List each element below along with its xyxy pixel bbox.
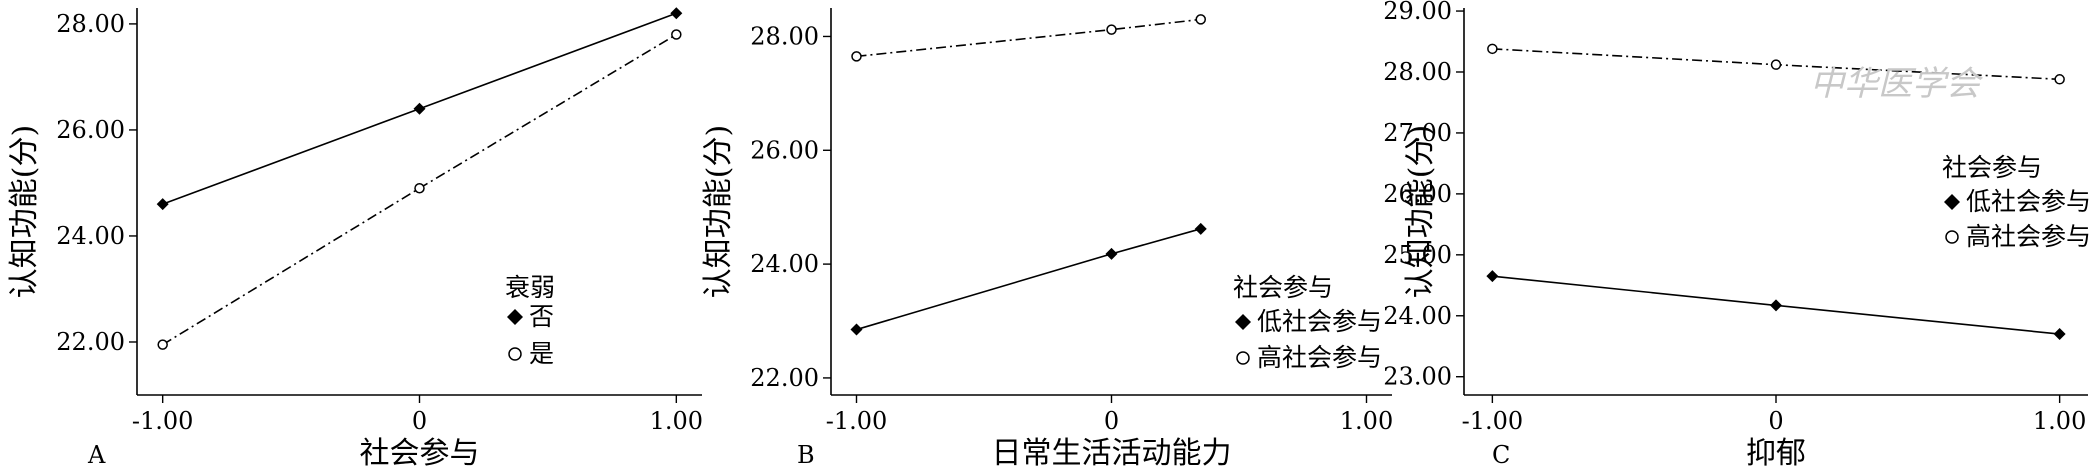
legend-marker bbox=[507, 309, 523, 325]
data-point bbox=[1195, 14, 1206, 25]
y-tick-label: 24.00 bbox=[750, 250, 819, 278]
data-point bbox=[157, 339, 168, 350]
data-point bbox=[156, 198, 169, 211]
legend-marker bbox=[508, 347, 522, 361]
x-tick-label: 1.00 bbox=[650, 407, 703, 435]
y-tick-label: 28.00 bbox=[56, 10, 125, 38]
panel-letter: B bbox=[797, 441, 815, 469]
y-tick-label: 22.00 bbox=[56, 328, 125, 356]
legend-marker bbox=[1945, 230, 1959, 244]
legend-title: 社会参与 bbox=[1942, 153, 2042, 182]
data-point bbox=[671, 29, 682, 40]
y-tick-label: 22.00 bbox=[750, 364, 819, 392]
data-point bbox=[1770, 299, 1782, 312]
panel-b: 22.00 24.00 26.00 28.00 -1.00 0 1.00 日常生活活动能力 认知… bbox=[701, 8, 1393, 471]
legend-entry: 是 bbox=[529, 339, 554, 368]
data-point bbox=[1194, 222, 1207, 235]
y-tick-label: 28.00 bbox=[750, 22, 819, 50]
y-tick-label: 24.00 bbox=[56, 222, 125, 250]
panel-c: 23.00 24.00 25.00 26.00 27.00 28.00 29.00 -1.00… bbox=[1383, 0, 2091, 471]
x-tick-label: -1.00 bbox=[132, 407, 194, 435]
x-tick-label: 1.00 bbox=[2033, 407, 2086, 435]
y-tick-label: 28.00 bbox=[1383, 58, 1452, 86]
x-tick-label: 0 bbox=[1104, 407, 1119, 435]
series-line-2 bbox=[856, 18, 1201, 58]
panel-letter: C bbox=[1492, 441, 1510, 469]
x-axis-title: 社会参与 bbox=[360, 436, 480, 471]
legend-title: 衰弱 bbox=[505, 273, 555, 302]
legend-marker bbox=[1235, 314, 1251, 330]
data-point bbox=[1106, 24, 1117, 35]
legend-entry: 否 bbox=[529, 302, 554, 331]
panel-a: 22.00 24.00 26.00 28.00 -1.00 0 1.00 社会参与 认知功能(分… bbox=[7, 7, 703, 471]
data-point bbox=[413, 102, 426, 115]
y-axis-title: 认知功能(分) bbox=[701, 125, 736, 298]
data-point bbox=[1486, 270, 1499, 283]
y-tick-label: 26.00 bbox=[750, 136, 819, 164]
data-point bbox=[850, 323, 863, 336]
data-point bbox=[1105, 247, 1118, 260]
x-tick-label: 1.00 bbox=[1340, 407, 1393, 435]
data-point bbox=[670, 7, 683, 20]
y-tick-label: 23.00 bbox=[1383, 363, 1452, 391]
x-tick-label: -1.00 bbox=[1462, 407, 1524, 435]
legend-title: 社会参与 bbox=[1233, 273, 1333, 302]
y-tick-label: 29.00 bbox=[1383, 0, 1452, 25]
x-tick-label: 0 bbox=[1768, 407, 1783, 435]
y-tick-label: 25.00 bbox=[1383, 241, 1452, 269]
data-point bbox=[851, 51, 862, 62]
legend-entry: 高社会参与 bbox=[1257, 343, 1382, 372]
x-tick-label: 0 bbox=[412, 407, 427, 435]
legend-entry: 高社会参与 bbox=[1966, 222, 2091, 251]
y-tick-label: 27.00 bbox=[1383, 119, 1452, 147]
x-tick-label: -1.00 bbox=[826, 407, 888, 435]
data-point bbox=[1770, 59, 1782, 70]
data-point bbox=[1487, 43, 1498, 55]
x-axis-title: 日常生活活动能力 bbox=[992, 436, 1232, 471]
x-axis-title: 抑郁 bbox=[1746, 436, 1806, 471]
series-line-1 bbox=[856, 228, 1201, 331]
y-axis-title: 认知功能(分) bbox=[1403, 125, 1438, 298]
legend-entry: 低社会参与 bbox=[1966, 187, 2091, 216]
data-point bbox=[2054, 74, 2065, 85]
legend-entry: 低社会参与 bbox=[1257, 307, 1382, 336]
legend-marker bbox=[1944, 194, 1960, 210]
y-tick-label: 26.00 bbox=[1383, 180, 1452, 208]
y-axis-title: 认知功能(分) bbox=[7, 125, 42, 298]
watermark: 中华医学会 bbox=[1810, 64, 1984, 104]
legend-marker bbox=[1236, 351, 1250, 365]
data-point bbox=[414, 182, 425, 194]
y-tick-label: 24.00 bbox=[1383, 302, 1452, 330]
panel-letter: A bbox=[87, 441, 106, 469]
data-point bbox=[2053, 328, 2066, 341]
y-tick-label: 26.00 bbox=[56, 116, 125, 144]
